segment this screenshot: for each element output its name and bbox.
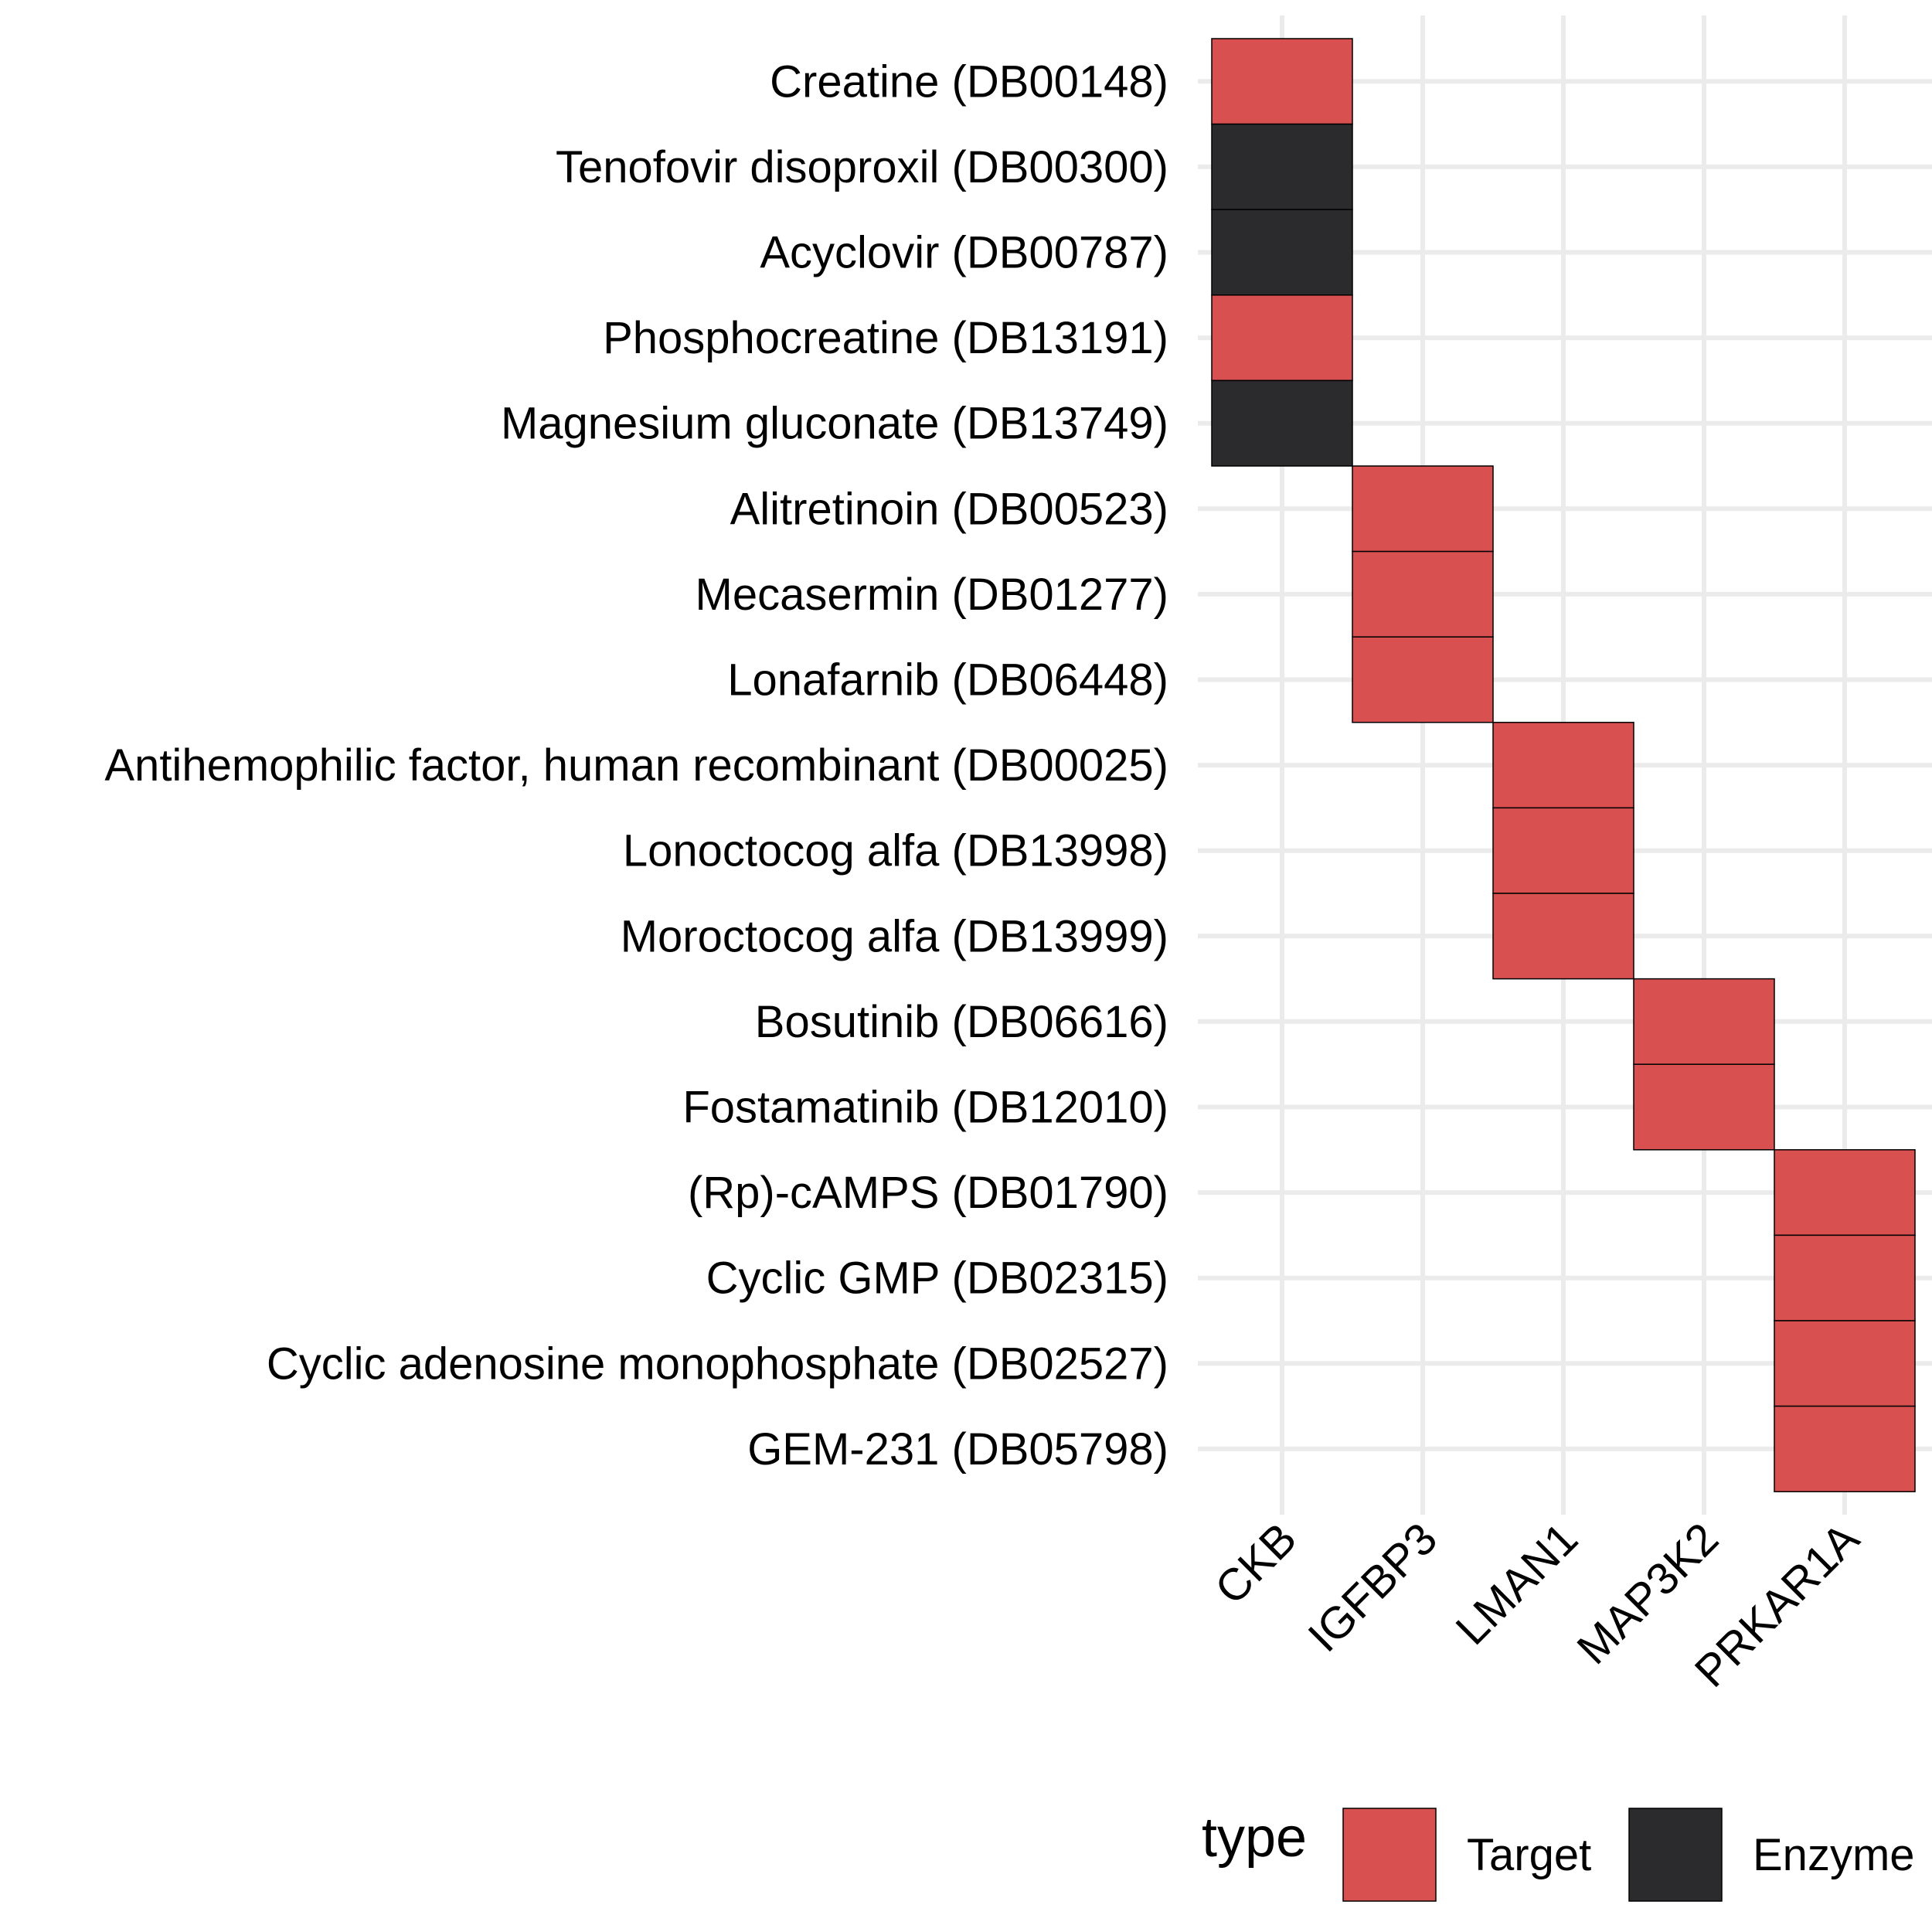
y-tick-label: Creatine (DB00148) [770, 56, 1168, 107]
legend-key-target [1342, 1808, 1437, 1902]
y-tick-label: Magnesium gluconate (DB13749) [501, 399, 1168, 449]
y-tick-label: Fostamatinib (DB12010) [682, 1083, 1168, 1133]
cell-igfbp3-6 [1352, 465, 1494, 553]
legend-label-enzyme: Enzyme [1753, 1830, 1915, 1880]
cell-ckb-2 [1211, 123, 1353, 210]
legend-key-enzyme [1628, 1808, 1723, 1902]
y-tick-label: Tenofovir disoproxil (DB00300) [556, 142, 1168, 192]
x-tick-label-igfbp3: IGFBP3 [1298, 1513, 1447, 1662]
cell-lman1-9 [1492, 722, 1634, 809]
y-tick-label: GEM-231 (DB05798) [747, 1424, 1168, 1475]
x-tick-label-lman1: LMAN1 [1446, 1513, 1587, 1655]
y-tick-label: Mecasermin (DB01277) [696, 570, 1168, 620]
y-tick-label: Phosphocreatine (DB13191) [603, 313, 1168, 363]
y-axis-labels: Creatine (DB00148) Tenofovir disoproxil (… [104, 56, 1168, 1475]
y-tick-label: Cyclic adenosine monophosphate (DB02527) [267, 1338, 1168, 1389]
cell-ckb-1 [1211, 38, 1353, 125]
cell-ckb-5 [1211, 379, 1353, 467]
y-tick-label: Lonafarnib (DB06448) [727, 655, 1168, 706]
cell-lman1-10 [1492, 807, 1634, 894]
y-tick-label: Alitretinoin (DB00523) [730, 484, 1168, 534]
heatmap-cells [1211, 38, 1916, 1492]
y-tick-label: (Rp)-cAMPS (DB01790) [688, 1168, 1168, 1218]
y-tick-label: Cyclic GMP (DB02315) [706, 1253, 1168, 1304]
y-tick-label: Lonoctocog alfa (DB13998) [623, 826, 1168, 876]
cell-igfbp3-7 [1352, 550, 1494, 638]
y-tick-label: Antihemophilic factor, human recombinant… [104, 740, 1168, 791]
y-tick-label: Acyclovir (DB00787) [760, 228, 1168, 278]
cell-prkar1a-17 [1774, 1405, 1916, 1492]
cell-lman1-11 [1492, 893, 1634, 980]
legend-title: type [1202, 1807, 1307, 1869]
cell-map3k2-12 [1633, 978, 1775, 1065]
cell-prkar1a-15 [1774, 1234, 1916, 1321]
legend-label-target: Target [1467, 1830, 1591, 1880]
cell-prkar1a-16 [1774, 1320, 1916, 1407]
cell-map3k2-13 [1633, 1063, 1775, 1151]
legend: type Target Enzyme [1202, 1807, 1915, 1902]
cell-ckb-3 [1211, 209, 1353, 296]
cell-prkar1a-14 [1774, 1149, 1916, 1236]
cell-ckb-4 [1211, 294, 1353, 382]
cell-igfbp3-8 [1352, 636, 1494, 723]
y-tick-label: Bosutinib (DB06616) [755, 997, 1168, 1047]
x-tick-label-ckb: CKB [1206, 1513, 1306, 1614]
y-tick-label: Moroctocog alfa (DB13999) [621, 911, 1168, 961]
